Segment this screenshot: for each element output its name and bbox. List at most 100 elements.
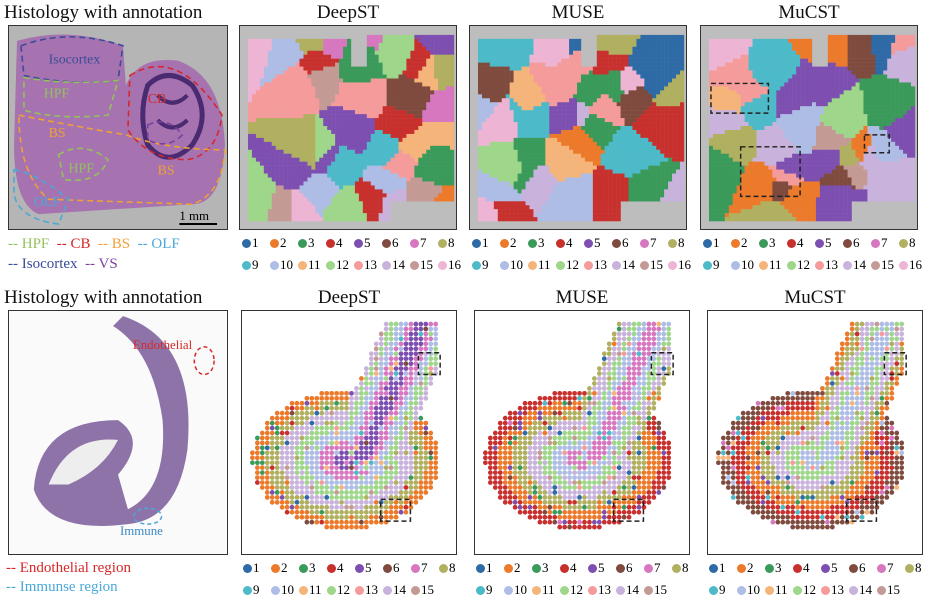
legend-item: 3 [299, 560, 327, 576]
legend-swatch [787, 260, 796, 270]
legend-label: 4 [797, 235, 804, 250]
spatial-spots [250, 321, 439, 530]
legend-item: 10 [504, 582, 532, 598]
legend-swatch [821, 563, 830, 573]
label-immune: Immune [120, 524, 163, 538]
legend-label: 15 [650, 257, 663, 272]
label-hpf-2: HPF [68, 161, 94, 176]
legend-swatch [298, 238, 307, 248]
legend-item: 15 [411, 582, 439, 598]
legend-swatch [438, 238, 447, 248]
legend-swatch [270, 238, 279, 248]
legend-swatch [472, 238, 481, 248]
legend-swatch [556, 260, 565, 270]
legend-label: 13 [365, 582, 378, 597]
legend-label: 15 [887, 582, 900, 597]
legend-item: 7 [644, 560, 672, 576]
legend-label: 5 [365, 560, 372, 575]
legend-label: 8 [909, 235, 916, 250]
legend-swatch [731, 260, 740, 270]
legend-swatch [843, 238, 852, 248]
legend-swatch [560, 563, 569, 573]
highlight-box [845, 498, 878, 522]
legend-swatch [588, 585, 597, 595]
bottom-mucst-map [707, 310, 923, 555]
legend-swatch [271, 563, 280, 573]
legend-item: 6 [849, 560, 877, 576]
highlight-box [650, 352, 674, 376]
legend-label: 4 [566, 235, 573, 250]
highlight-box [883, 352, 907, 376]
legend-item: 13 [354, 257, 382, 273]
legend-item: 12 [787, 257, 815, 273]
legend-label: 12 [570, 582, 583, 597]
legend-swatch [668, 260, 677, 270]
legend-swatch [556, 238, 565, 248]
legend-label: 16 [909, 257, 922, 272]
legend-swatch [242, 260, 251, 270]
legend-item: 6 [383, 560, 411, 576]
legend-swatch [270, 260, 279, 270]
legend-label: 2 [281, 560, 288, 575]
legend-item: 11 [532, 582, 560, 598]
legend-swatch [528, 260, 537, 270]
legend-swatch [672, 563, 681, 573]
cluster-legend-bottom-mucst: 1 2 3 4 5 6 7 8 9 10 11 12 13 14 15 [709, 560, 939, 598]
legend-label: 10 [514, 582, 527, 597]
label-isocortex: Isocortex [49, 52, 101, 67]
legend-swatch [815, 238, 824, 248]
legend-label: 11 [309, 582, 322, 597]
legend-item: 1 [476, 560, 504, 576]
legend-label: 11 [775, 582, 788, 597]
legend-label: 11 [308, 257, 321, 272]
legend-item: 7 [871, 235, 899, 251]
legend-label: 2 [741, 235, 748, 250]
legend-item: 2 [504, 560, 532, 576]
legend-item: 14 [612, 257, 640, 273]
legend-swatch [476, 563, 485, 573]
spatial-spots [483, 321, 672, 530]
legend-swatch [612, 260, 621, 270]
legend-item: 6 [612, 235, 640, 251]
legend-item: 6 [382, 235, 410, 251]
legend-bs: -- BS [94, 236, 131, 252]
legend-label: 3 [309, 560, 316, 575]
legend-swatch [787, 238, 796, 248]
legend-item: 15 [410, 257, 438, 273]
legend-swatch [438, 260, 447, 270]
legend-swatch [793, 563, 802, 573]
title-bottom-muse: MUSE [555, 287, 609, 308]
legend-swatch [759, 238, 768, 248]
legend-item: 4 [556, 235, 584, 251]
legend-item: 2 [737, 560, 765, 576]
highlight-box [379, 498, 412, 522]
legend-item: 14 [382, 257, 410, 273]
legend-item: 7 [877, 560, 905, 576]
legend-item: 5 [354, 235, 382, 251]
legend-label: 8 [682, 560, 689, 575]
legend-label: 14 [622, 257, 635, 272]
legend-item: 8 [672, 560, 700, 576]
label-hpf: HPF [44, 85, 70, 100]
legend-swatch [242, 238, 251, 248]
legend-item: 8 [668, 235, 696, 251]
legend-item: 16 [438, 257, 466, 273]
legend-endothelial: -- Endothelial region [6, 560, 131, 576]
legend-item: 2 [500, 235, 528, 251]
legend-swatch [765, 585, 774, 595]
label-bs: BS [49, 125, 66, 140]
legend-item: 15 [644, 582, 672, 598]
legend-swatch [616, 563, 625, 573]
legend-label: 7 [654, 560, 661, 575]
legend-label: 14 [393, 582, 406, 597]
top-mucst-map [700, 25, 918, 230]
legend-label: 7 [881, 235, 888, 250]
legend-swatch [299, 585, 308, 595]
legend-item: 14 [849, 582, 877, 598]
legend-swatch [877, 585, 886, 595]
legend-label: 7 [650, 235, 657, 250]
legend-item: 4 [327, 560, 355, 576]
legend-swatch [382, 260, 391, 270]
legend-label: 10 [747, 582, 760, 597]
legend-label: 1 [253, 560, 260, 575]
